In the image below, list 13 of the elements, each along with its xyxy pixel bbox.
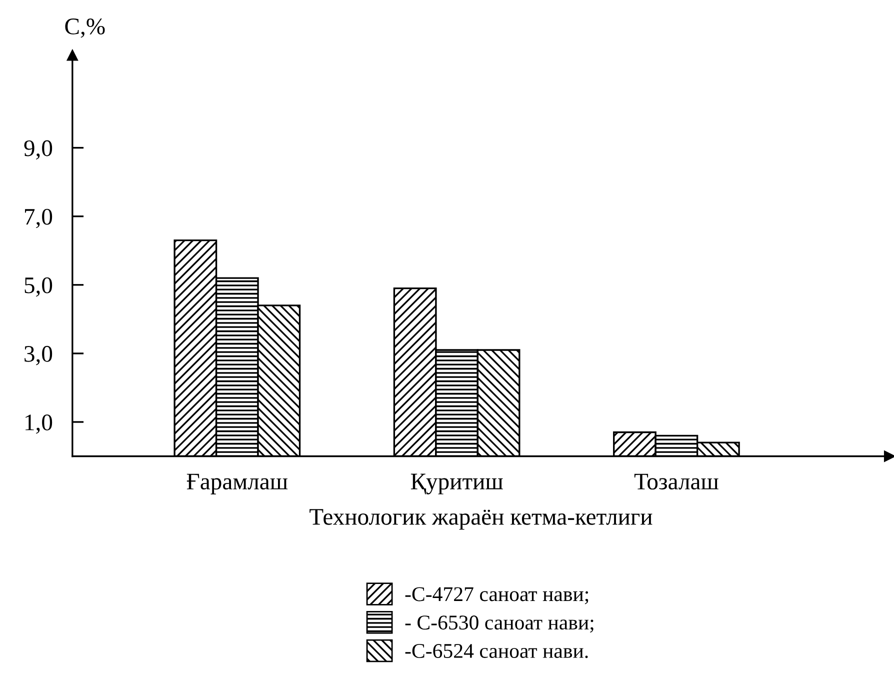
y-axis-title: С,% [65, 18, 105, 38]
y-tick-label: 5,0 [24, 277, 52, 297]
x-tick-label: Қуритиш [410, 474, 503, 494]
y-tick-label: 7,0 [25, 208, 52, 228]
x-axis-title: Технологик жараён кетма-кетлиги [310, 509, 652, 530]
legend-label: -С-6524 саноат нави. [405, 644, 588, 658]
x-tick-label: Ғарамлаш [186, 474, 288, 494]
y-tick-label: 9,0 [24, 140, 52, 160]
y-tick-label: 1,0 [26, 414, 52, 434]
y-tick-label: 3,0 [24, 346, 52, 366]
legend-label: - С-6530 саноат нави; [405, 616, 594, 633]
x-tick-label: Тозалаш [634, 474, 718, 490]
legend-label: -С-4727 саноат нави; [405, 587, 588, 604]
